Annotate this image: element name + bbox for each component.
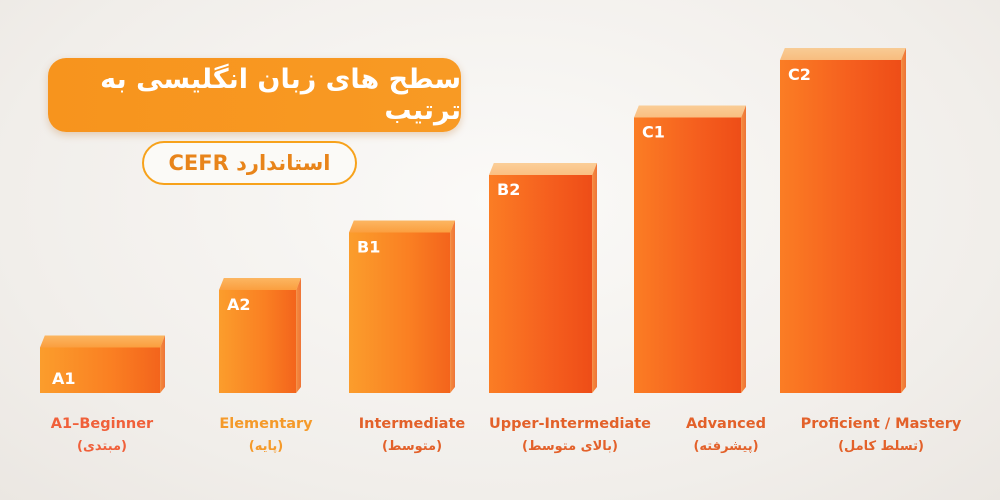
bar-front-c2 [780, 60, 902, 393]
bar-top-c2 [780, 48, 906, 60]
bar-label-b1: B1 [357, 238, 380, 257]
bar-b2: B2 [489, 163, 597, 393]
x-label-english: Upper-Intermediate [488, 416, 651, 432]
bar-label-c2: C2 [788, 65, 811, 84]
x-label-a1: A1–Beginner (مبتدی) [7, 415, 197, 456]
x-label-english: Advanced [686, 416, 766, 432]
bar-a1: A1 [40, 335, 165, 393]
bar-label-b2: B2 [497, 180, 520, 199]
bar-side-b2 [592, 163, 597, 393]
bar-label-a1: A1 [52, 369, 76, 388]
bar-label-c1: C1 [642, 123, 665, 142]
bar-side-c2 [901, 48, 906, 393]
chart-subtitle: استاندارد CEFR [142, 141, 357, 185]
bar-c2: C2 [780, 48, 906, 393]
bar-top-a1 [40, 335, 165, 348]
bar-b1: B1 [349, 220, 455, 393]
bar-top-b1 [349, 220, 455, 233]
x-label-persian: (بالای متوسط) [522, 439, 618, 454]
x-label-b1: Intermediate (متوسط) [317, 415, 507, 456]
x-label-english: Proficient / Mastery [800, 416, 962, 432]
bar-side-a1 [160, 335, 165, 393]
x-label-english: A1–Beginner [50, 416, 154, 432]
bar-top-b2 [489, 163, 597, 175]
x-label-english: Intermediate [358, 416, 466, 432]
x-label-b2: Upper-Intermediate (بالای متوسط) [475, 415, 665, 456]
x-label-persian: (تسلط کامل) [838, 439, 924, 454]
bar-top-a2 [219, 278, 301, 290]
bar-front-a2 [219, 290, 297, 393]
x-label-english: Elementary [219, 416, 313, 432]
bar-side-c1 [741, 105, 746, 393]
x-label-persian: (پایه) [248, 439, 284, 454]
bar-label-a2: A2 [227, 295, 251, 314]
x-label-c1: Advanced (پیشرفته) [631, 415, 821, 456]
bar-front-b1 [349, 232, 451, 393]
x-label-persian: (متوسط) [381, 439, 443, 454]
x-label-persian: (پیشرفته) [693, 439, 759, 454]
bar-front-b2 [489, 175, 593, 393]
bar-c1: C1 [634, 105, 746, 393]
bar-side-b1 [450, 220, 455, 393]
x-label-c2: Proficient / Mastery (تسلط کامل) [786, 415, 976, 456]
bar-front-c1 [634, 117, 742, 393]
bar-front-a1 [40, 347, 161, 393]
bar-top-c1 [634, 105, 746, 118]
bar-a2: A2 [219, 278, 301, 393]
x-label-a2: Elementary (پایه) [171, 415, 361, 456]
x-label-persian: (مبتدی) [77, 439, 127, 454]
chart-title: سطح های زبان انگلیسی به ترتیب [48, 58, 461, 132]
bar-side-a2 [296, 278, 301, 393]
